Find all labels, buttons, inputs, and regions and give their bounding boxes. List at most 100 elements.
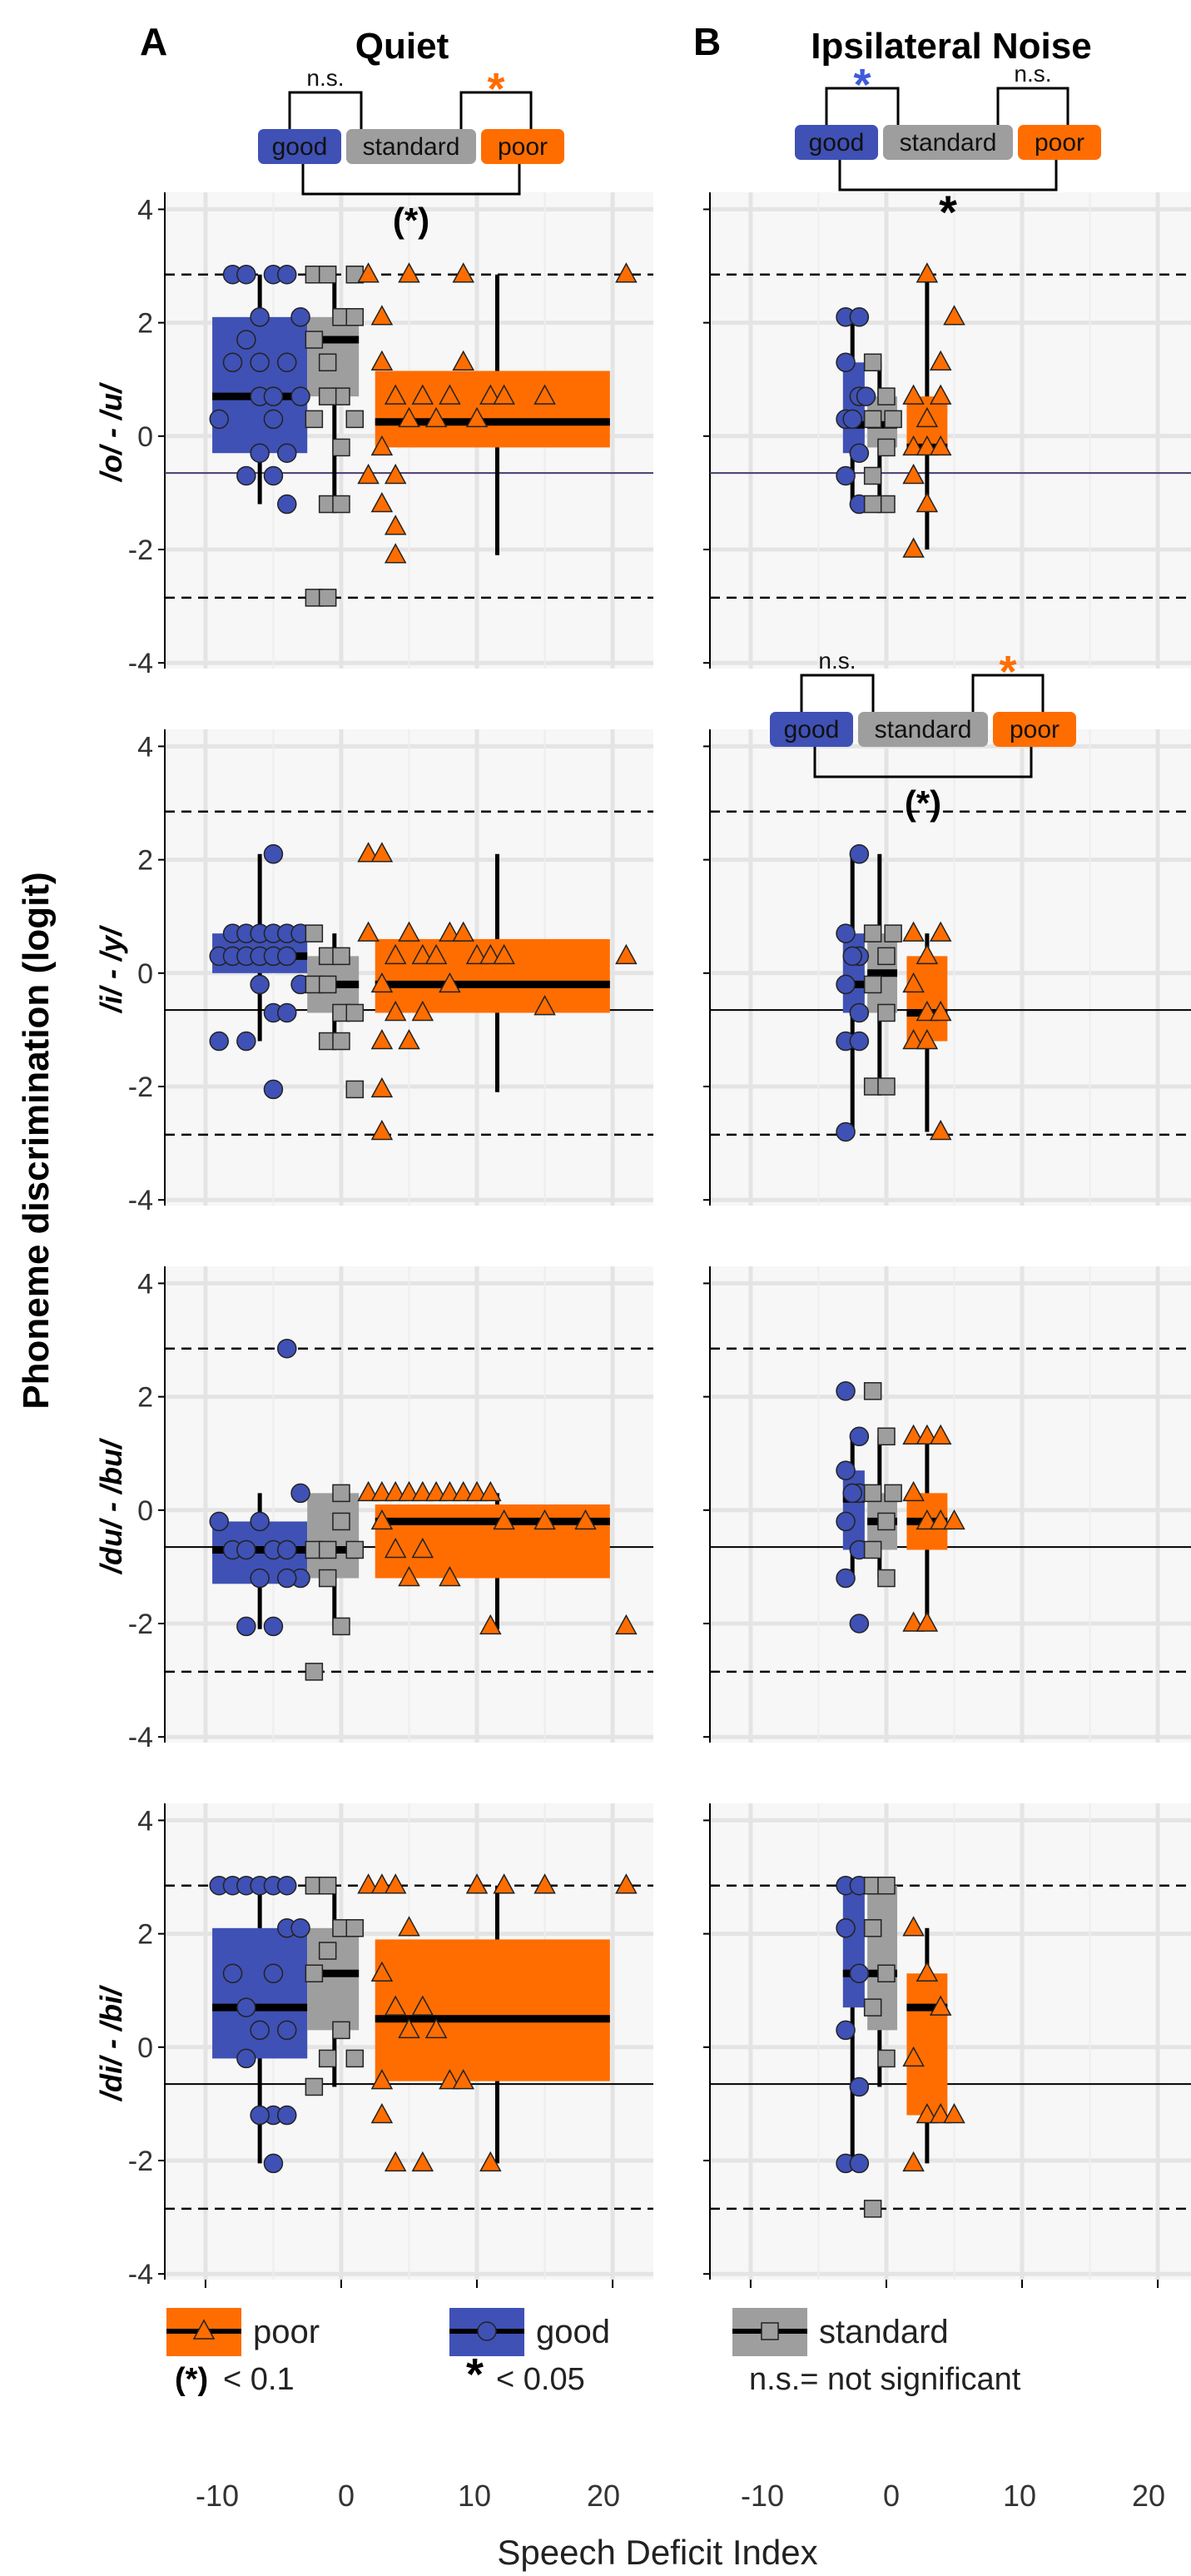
sig-good-label: good <box>784 716 840 743</box>
data-point-good <box>836 465 856 486</box>
data-point-good <box>250 2020 270 2041</box>
data-point-standard <box>318 589 337 607</box>
data-point-good <box>849 2153 870 2174</box>
data-point-poor <box>357 463 380 485</box>
data-point-good <box>236 1997 256 2017</box>
data-point-poor <box>533 1509 556 1530</box>
panel-background <box>710 1803 1191 2280</box>
data-point-poor <box>902 972 925 993</box>
sig-good-label: good <box>272 133 328 161</box>
data-point-standard <box>877 1876 896 1895</box>
data-point-good <box>849 307 870 327</box>
data-point-standard <box>877 387 896 405</box>
data-point-good <box>277 443 297 463</box>
box-good <box>842 933 865 1013</box>
y-tick-label: 0 <box>137 2032 153 2064</box>
data-point-poor <box>943 305 965 326</box>
data-point-poor <box>533 995 556 1016</box>
data-point-good <box>236 465 256 486</box>
data-point-poor <box>370 2102 394 2124</box>
data-point-standard <box>863 410 882 429</box>
data-point-poor <box>916 943 939 965</box>
data-point-poor <box>398 1916 420 1937</box>
data-point-poor <box>902 2151 925 2172</box>
sig-bracket-outer <box>813 747 1033 778</box>
data-point-poor <box>452 262 474 283</box>
data-point-standard <box>877 1964 896 1983</box>
data-point-poor <box>902 463 925 485</box>
data-point-poor <box>384 943 407 965</box>
x-tick-label: 20 <box>1132 2479 1165 2513</box>
sig-bracket-outer <box>301 164 521 196</box>
row-label: /o/ - /u/ <box>94 381 128 483</box>
data-point-poor <box>357 1873 380 1894</box>
data-point-poor <box>370 350 394 371</box>
data-point-good <box>290 307 310 327</box>
data-point-poor <box>533 1873 556 1894</box>
sig-standard-pill <box>858 712 988 747</box>
data-point-good <box>849 1031 870 1052</box>
data-point-poor <box>493 1509 515 1530</box>
data-point-good <box>277 2020 297 2041</box>
data-point-good <box>209 1511 229 1532</box>
box-poor <box>375 370 610 448</box>
sig-poor-label: poor <box>498 133 548 161</box>
data-point-standard <box>863 353 882 372</box>
data-point-standard <box>884 410 902 429</box>
data-point-poor <box>370 1509 394 1530</box>
x-tick-label: 0 <box>338 2479 355 2513</box>
data-point-good <box>236 330 256 350</box>
data-point-standard <box>318 265 337 284</box>
data-point-standard <box>332 947 350 966</box>
data-point-standard <box>318 1942 337 1960</box>
data-point-good <box>209 409 229 430</box>
data-point-poor <box>615 1614 638 1635</box>
data-point-poor <box>615 943 638 965</box>
data-point-good <box>849 1963 870 1984</box>
data-point-good <box>250 974 270 995</box>
legend-note-symbol: * <box>466 2350 484 2399</box>
data-point-good <box>263 409 284 430</box>
data-point-standard <box>863 1382 882 1400</box>
data-point-poor <box>916 1028 939 1050</box>
data-point-poor <box>370 491 394 513</box>
data-point-poor <box>916 406 939 428</box>
x-tick-label: 20 <box>587 2479 620 2513</box>
sig-right-label: * <box>999 647 1016 697</box>
sig-left-label: * <box>853 60 871 110</box>
data-point-poor <box>916 1424 939 1445</box>
data-point-standard <box>332 495 350 514</box>
data-point-poor <box>384 463 407 485</box>
data-point-standard <box>345 1003 365 1022</box>
data-point-standard <box>884 924 902 942</box>
panels: -4 -2 0 2 4 -4 -2 0 2 4 -4 -2 0 2 4 -4 -2 0 2 4 good standard… <box>128 60 1191 2290</box>
y-tick-label: 4 <box>137 1268 153 1300</box>
data-point-good <box>290 386 310 406</box>
y-tick-label: 0 <box>137 958 153 990</box>
data-point-good <box>222 1963 243 1984</box>
sig-bracket-outer <box>838 160 1058 191</box>
data-point-good <box>842 409 862 430</box>
data-point-good <box>263 386 284 406</box>
data-point-poor <box>902 384 925 405</box>
data-point-poor <box>370 2069 394 2090</box>
data-point-poor <box>479 1614 502 1635</box>
data-point-poor <box>370 305 394 326</box>
y-tick-label: -2 <box>128 1072 153 1103</box>
data-point-poor <box>902 537 925 558</box>
legend-label-standard: standard <box>819 2314 949 2350</box>
y-tick-label: 2 <box>137 1919 153 1951</box>
data-point-standard <box>863 495 882 514</box>
data-point-standard <box>345 1919 365 1937</box>
box-poor <box>375 1939 610 2081</box>
data-point-poor <box>465 406 489 428</box>
data-point-poor <box>384 1537 407 1559</box>
data-point-standard <box>305 410 324 429</box>
legend-label-poor: poor <box>253 2314 320 2350</box>
sig-poor-label: poor <box>1010 716 1059 743</box>
data-point-poor <box>357 842 380 863</box>
y-tick-label: 4 <box>137 194 153 226</box>
data-point-poor <box>439 921 461 942</box>
data-point-poor <box>493 1873 515 1894</box>
box-good <box>842 1470 865 1550</box>
